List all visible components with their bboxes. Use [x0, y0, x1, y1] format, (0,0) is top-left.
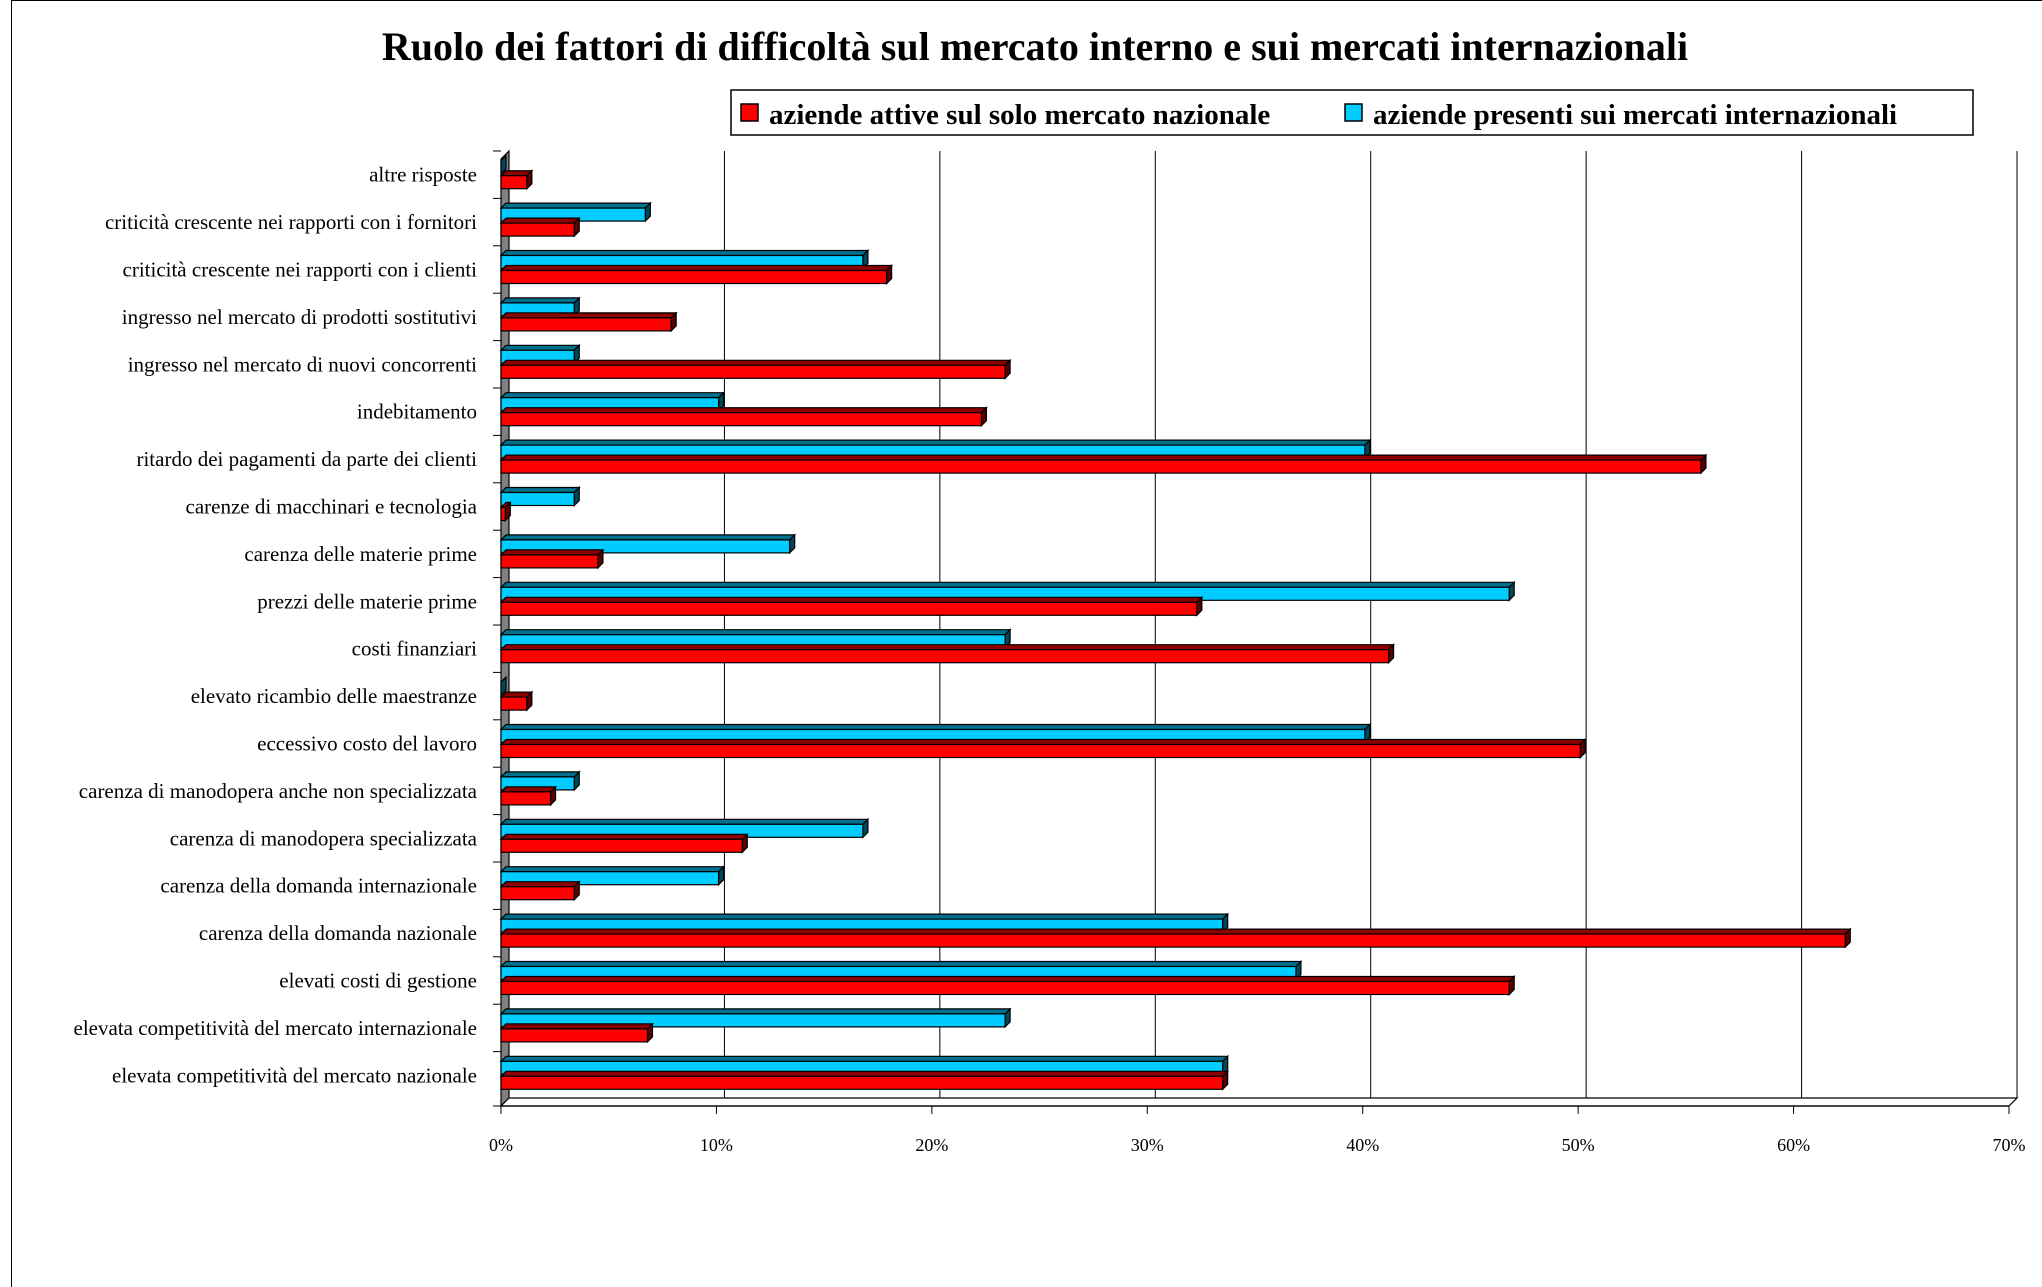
bar-national: [499, 927, 1852, 949]
legend-swatch-national: [740, 103, 759, 122]
chart-frame: [11, 0, 2042, 1287]
bar-national: [499, 358, 1012, 380]
bar-national: [499, 264, 894, 285]
category-label: ingresso nel mercato di nuovi concorrent…: [128, 352, 477, 376]
bar-national: [499, 1022, 654, 1044]
bar-national: [499, 975, 1516, 996]
x-tick-label: 60%: [1777, 1135, 1810, 1155]
bar-national: [499, 595, 1204, 617]
bar-international: [500, 675, 507, 697]
bar-national: [499, 1069, 1230, 1091]
category-label: carenze di macchinari e tecnologia: [186, 495, 478, 519]
bar-national: [499, 311, 678, 333]
plot-area: altre risposte criticità crescente nei ra…: [74, 149, 2026, 1155]
x-tick-label: 40%: [1346, 1135, 1379, 1155]
category-label: carenza della domanda internazionale: [160, 874, 477, 898]
category-label: altre risposte: [369, 163, 477, 187]
category-label: costi finanziari: [352, 637, 478, 661]
category-label: indebitamento: [357, 400, 477, 424]
category-label: criticità crescente nei rapporti con i f…: [105, 210, 477, 234]
bar-national: [499, 169, 534, 191]
category-label: ingresso nel mercato di prodotti sostitu…: [122, 305, 477, 329]
category-label: carenza della domanda nazionale: [199, 921, 477, 945]
chart-legend: aziende attive sul solo mercato nazional…: [730, 89, 1974, 136]
bar-international: [500, 154, 507, 176]
x-tick-label: 70%: [1993, 1135, 2026, 1155]
bar-national: [499, 785, 557, 807]
bar-international: [499, 580, 1516, 602]
category-label: eccessivo costo del lavoro: [257, 732, 477, 756]
bar-national: [499, 832, 749, 854]
category-label: carenza di manodopera anche non speciali…: [79, 779, 478, 803]
category-label: carenza delle materie prime: [244, 542, 477, 566]
x-tick-label: 0%: [489, 1135, 513, 1155]
x-tick-label: 20%: [915, 1135, 948, 1155]
category-label: carenza di manodopera specializzata: [170, 826, 478, 850]
x-tick-label: 30%: [1131, 1135, 1164, 1155]
bar-national: [499, 643, 1396, 665]
category-label: elevati costi di gestione: [279, 969, 477, 993]
bar-national: [499, 880, 581, 902]
x-tick-label: 50%: [1562, 1135, 1595, 1155]
chart-title: Ruolo dei fattori di difficoltà sul merc…: [382, 24, 1688, 69]
bar-national: [499, 738, 1587, 759]
legend-label-national: aziende attive sul solo mercato nazional…: [769, 99, 1270, 131]
bar-national: [499, 501, 512, 522]
bar-national: [499, 453, 1708, 475]
category-label: elevata competitività del mercato nazion…: [112, 1063, 477, 1087]
legend-swatch-international: [1344, 103, 1363, 122]
category-label: prezzi delle materie prime: [257, 589, 477, 613]
bar-national: [499, 216, 581, 238]
category-label: ritardo dei pagamenti da parte dei clien…: [136, 447, 477, 471]
legend-label-international: aziende presenti sui mercati internazion…: [1373, 99, 1897, 131]
bar-national: [499, 690, 534, 712]
category-label: criticità crescente nei rapporti con i c…: [123, 258, 478, 282]
category-label: elevato ricambio delle maestranze: [191, 684, 477, 708]
bar-national: [499, 548, 605, 570]
bar-international: [499, 865, 726, 887]
bar-international: [499, 486, 581, 507]
category-label: elevata competitività del mercato intern…: [74, 1016, 477, 1040]
bar-national: [499, 406, 988, 428]
axis-floor: [499, 1097, 2019, 1107]
x-tick-label: 10%: [700, 1135, 733, 1155]
